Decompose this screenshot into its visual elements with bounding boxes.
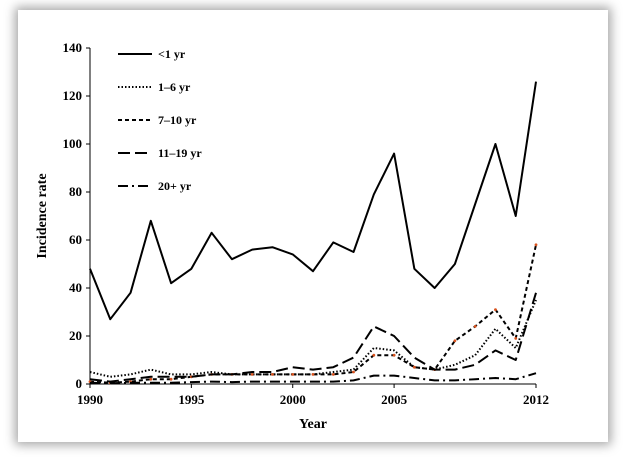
y-tick-label: 60 [69,232,82,247]
legend-label-4: 20+ yr [158,179,192,193]
x-tick-label: 1995 [178,392,205,407]
series-point-2 [311,373,315,376]
series-point-2 [169,377,173,381]
legend-label-1: 1–6 yr [158,80,191,94]
series-point-2 [352,370,355,374]
chart-frame: 0 20 40 60 80 100 120 140 1990 1995 2000 2005 2012 Ye… [18,10,608,442]
y-tick-label: 40 [69,280,82,295]
series-point-2 [534,243,538,247]
series-point-2 [514,337,518,340]
line-chart: 0 20 40 60 80 100 120 140 1990 1995 2000 2005 2012 Ye… [35,40,549,432]
series-point-2 [453,339,457,343]
x-tick-label: 2012 [523,392,549,407]
legend-label-3: 11–19 yr [158,146,202,160]
series-point-2 [392,353,396,357]
series-line-0 [89,81,537,321]
series-point-2 [412,365,416,369]
series-line-3 [89,292,537,383]
y-tick-label: 80 [69,184,82,199]
series-point-2 [291,373,295,376]
x-tick-label: 1990 [77,392,103,407]
y-tick-label: 0 [76,376,83,391]
y-tick-label: 120 [63,88,83,103]
series-point-2 [149,377,153,381]
series-point-2 [250,373,254,376]
x-tick-label: 2005 [381,392,408,407]
y-axis-title: Incidence rate [35,173,50,258]
y-tick-label: 140 [63,40,83,55]
series-point-2 [271,373,274,376]
series-point-2 [494,308,497,311]
x-tick-label: 2000 [280,392,306,407]
series-point-2 [473,325,477,328]
y-tick-label: 20 [69,328,82,343]
series-point-2 [372,353,376,357]
series-line-4 [89,372,537,385]
x-axis-title: Year [299,417,327,432]
y-tick-label: 100 [63,136,83,151]
series-line-2 [89,244,537,384]
series-point-2 [331,373,335,376]
legend-label-2: 7–10 yr [158,113,197,127]
legend-label-0: <1 yr [158,47,186,61]
